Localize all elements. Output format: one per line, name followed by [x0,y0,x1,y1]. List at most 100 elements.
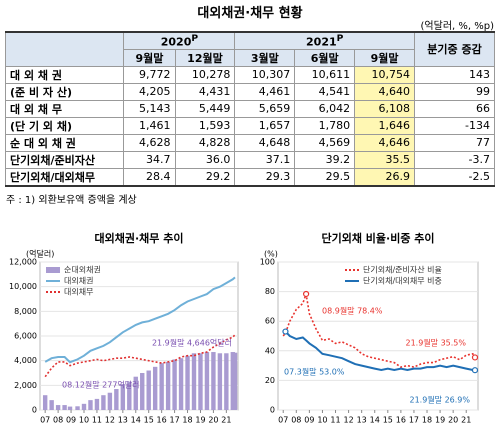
bar [211,352,216,410]
legend-label: 순대외채권 [64,265,101,275]
series-line [282,293,476,368]
bar [67,406,73,410]
cell: 35.5 [354,150,416,169]
y-tick-label: 80 [265,287,275,296]
bar [146,370,151,410]
year: 2021 [306,35,337,49]
annotation: 21.9월말 4,646억달러 [152,338,232,348]
bar [133,376,138,410]
series-line [44,276,236,364]
x-tick-label: 13 [118,416,128,425]
cell: 4,828 [174,133,236,152]
data-row: 순 대 외 채 권 4,628 4,828 4,648 4,569 4,646 77 [4,133,495,152]
legend-label: 대외채무 [64,287,93,297]
cell: 99 [414,82,495,101]
x-tick-label: 10 [79,416,89,425]
bar [88,400,93,410]
year-header: 2020P [123,31,236,50]
x-tick-label: 14 [370,416,380,425]
cell: 39.2 [294,150,356,169]
data-row: (준 비 자 산) 4,205 4,431 4,461 4,541 4,640 99 [4,82,495,101]
y-tick-label: 10,000 [9,282,37,291]
y-tick-label: 8,000 [14,307,37,316]
x-tick-label: 07 [278,416,288,425]
row-label: 단기외채/준비자산 [4,150,125,169]
x-tick-label: 18 [422,416,432,425]
x-tick-label: 21 [221,416,231,425]
month-header: 3월말 [234,48,296,67]
cell: 10,278 [174,65,236,84]
chart-title: 대외채권·채무 추이 [95,231,184,245]
x-tick-label: 19 [195,416,205,425]
x-tick-label: 17 [409,416,419,425]
legend-label: 단기외채/준비자산 비율 [363,265,442,275]
x-tick-label: 15 [144,416,154,425]
footnote: 주 : 1) 외환보유액 증액을 계상 [6,195,137,206]
series-line [44,334,236,378]
bar [204,352,210,410]
cell: 29.3 [234,167,296,187]
bar [217,353,223,410]
point-marker [282,328,289,335]
cell: 36.0 [174,150,236,169]
month-header: 9월말 [123,48,176,67]
header-row: 2020P 2021P 분기중 증감 [4,31,495,67]
bar [152,366,158,410]
annotation: 07.3월말 53.0% [284,367,345,377]
bar [75,406,80,410]
bar [165,361,171,410]
y-tick-label: 20 [265,376,275,385]
x-tick-label: 12 [343,416,353,425]
bar [198,353,203,410]
cell: 29.2 [174,167,236,187]
legend-label: 단기외채/대외채무 비중 [363,276,442,286]
x-tick-label: 19 [435,416,445,425]
x-tick-label: 08 [53,416,63,425]
x-tick-label: 18 [182,416,192,425]
annotation: 21.9월말 26.9% [410,395,471,405]
annotation: 08.9월말 78.4% [322,306,383,316]
bar [232,352,238,410]
y-tick-label: 100 [260,258,275,267]
cell: 1,593 [174,116,236,135]
x-tick-label: 09 [66,416,76,425]
data-row: 단기외채/준비자산 34.7 36.0 37.1 39.2 35.5 -3.7 [4,150,495,169]
point-marker [303,290,310,298]
bar [107,392,113,410]
x-tick-label: 20 [208,416,218,425]
bar [185,355,190,410]
cell: 4,640 [354,82,416,101]
data-row: 대 외 채 무 5,143 5,449 5,659 6,042 6,108 66 [4,99,495,118]
prelim-mark: P [336,33,344,44]
x-tick-label: 14 [131,416,141,425]
cell: 4,541 [294,82,356,101]
cell: 34.7 [123,150,176,169]
row-label: 단기외채/대외채무 [4,167,125,187]
chart-title: 단기외채 비율·비중 추이 [321,231,434,245]
annotation: 08.12월말 277억달러 [62,380,140,390]
y-tick-label: 0 [270,406,275,415]
bar [140,373,145,410]
cell: 5,143 [123,99,176,118]
bar [191,353,197,410]
y-axis-label: (억달러) [26,249,54,259]
bar [94,398,100,410]
y-axis-label: (%) [264,250,278,259]
x-tick-label: 13 [357,416,367,425]
bar [224,353,229,410]
bar [81,403,87,410]
data-row: 단기외채/대외채무 28.4 29.2 29.3 29.5 26.9 -2.5 [4,167,495,187]
y-tick-label: 60 [265,317,275,326]
bar [101,395,106,410]
corner-cell [4,31,125,67]
row-label: 대 외 채 무 [4,99,125,118]
year: 2020 [160,35,192,49]
bar [114,389,119,410]
cell: -2.5 [414,167,495,187]
y-tick-label: 40 [265,346,275,355]
x-tick-label: 15 [383,416,393,425]
bar [120,384,126,410]
point-marker [471,354,479,361]
cell: 1,646 [354,116,416,135]
